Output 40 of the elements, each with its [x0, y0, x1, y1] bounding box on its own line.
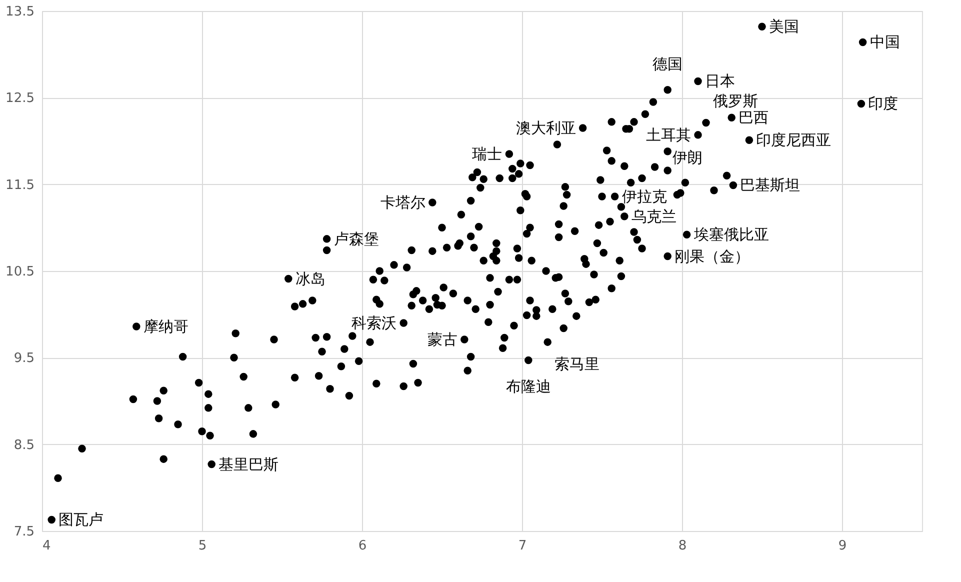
- annotation: 冰岛: [295, 270, 326, 288]
- y-tick-label: 10.5: [6, 264, 34, 280]
- annotation: 伊朗: [672, 148, 703, 166]
- annotation: 瑞士: [472, 145, 502, 163]
- annotation: 伊拉克: [622, 187, 667, 206]
- annotation: 蒙古: [427, 330, 458, 348]
- annotation: 俄罗斯: [713, 92, 758, 110]
- annotation: 埃塞俄比亚: [692, 226, 769, 244]
- annotation: 日本: [705, 72, 735, 90]
- x-tick-label: 4: [42, 538, 51, 554]
- annotation: 基里巴斯: [218, 455, 279, 474]
- y-tick-label: 8.5: [14, 438, 34, 453]
- annotation: 布隆迪: [506, 377, 551, 396]
- annotation: 科索沃: [352, 314, 397, 332]
- x-tick-label: 9: [838, 538, 847, 554]
- annotation: 土耳其: [646, 126, 691, 144]
- annotation: 摩纳哥: [143, 317, 188, 336]
- y-tick-label: 7.5: [14, 524, 34, 540]
- annotation: 图瓦卢: [58, 510, 104, 529]
- annotation: 德国: [652, 54, 683, 73]
- x-tick-label: 8: [678, 538, 687, 554]
- annotation: 卢森堡: [334, 230, 379, 248]
- x-tick-label: 5: [198, 538, 207, 554]
- annotation: 澳大利亚: [516, 119, 576, 137]
- annotation: 巴基斯坦: [740, 176, 800, 194]
- annotation: 索马里: [554, 355, 600, 374]
- annotation: 美国: [769, 18, 799, 36]
- annotation: 乌克兰: [631, 207, 676, 226]
- annotation: 巴西: [738, 108, 769, 127]
- y-tick-label: 11.5: [6, 178, 34, 193]
- y-tick-label: 9.5: [14, 351, 34, 366]
- annotation: 印度尼西亚: [756, 131, 832, 150]
- annotation: 卡塔尔: [380, 194, 426, 212]
- x-tick-label: 6: [358, 538, 367, 554]
- annotation: 刚果（金）: [674, 247, 750, 266]
- y-tick-label: 13.5: [6, 4, 34, 20]
- annotation: 中国: [870, 33, 900, 52]
- x-tick-label: 7: [518, 538, 527, 554]
- y-tick-label: 12.5: [6, 91, 34, 106]
- annotation: 印度: [868, 94, 898, 113]
